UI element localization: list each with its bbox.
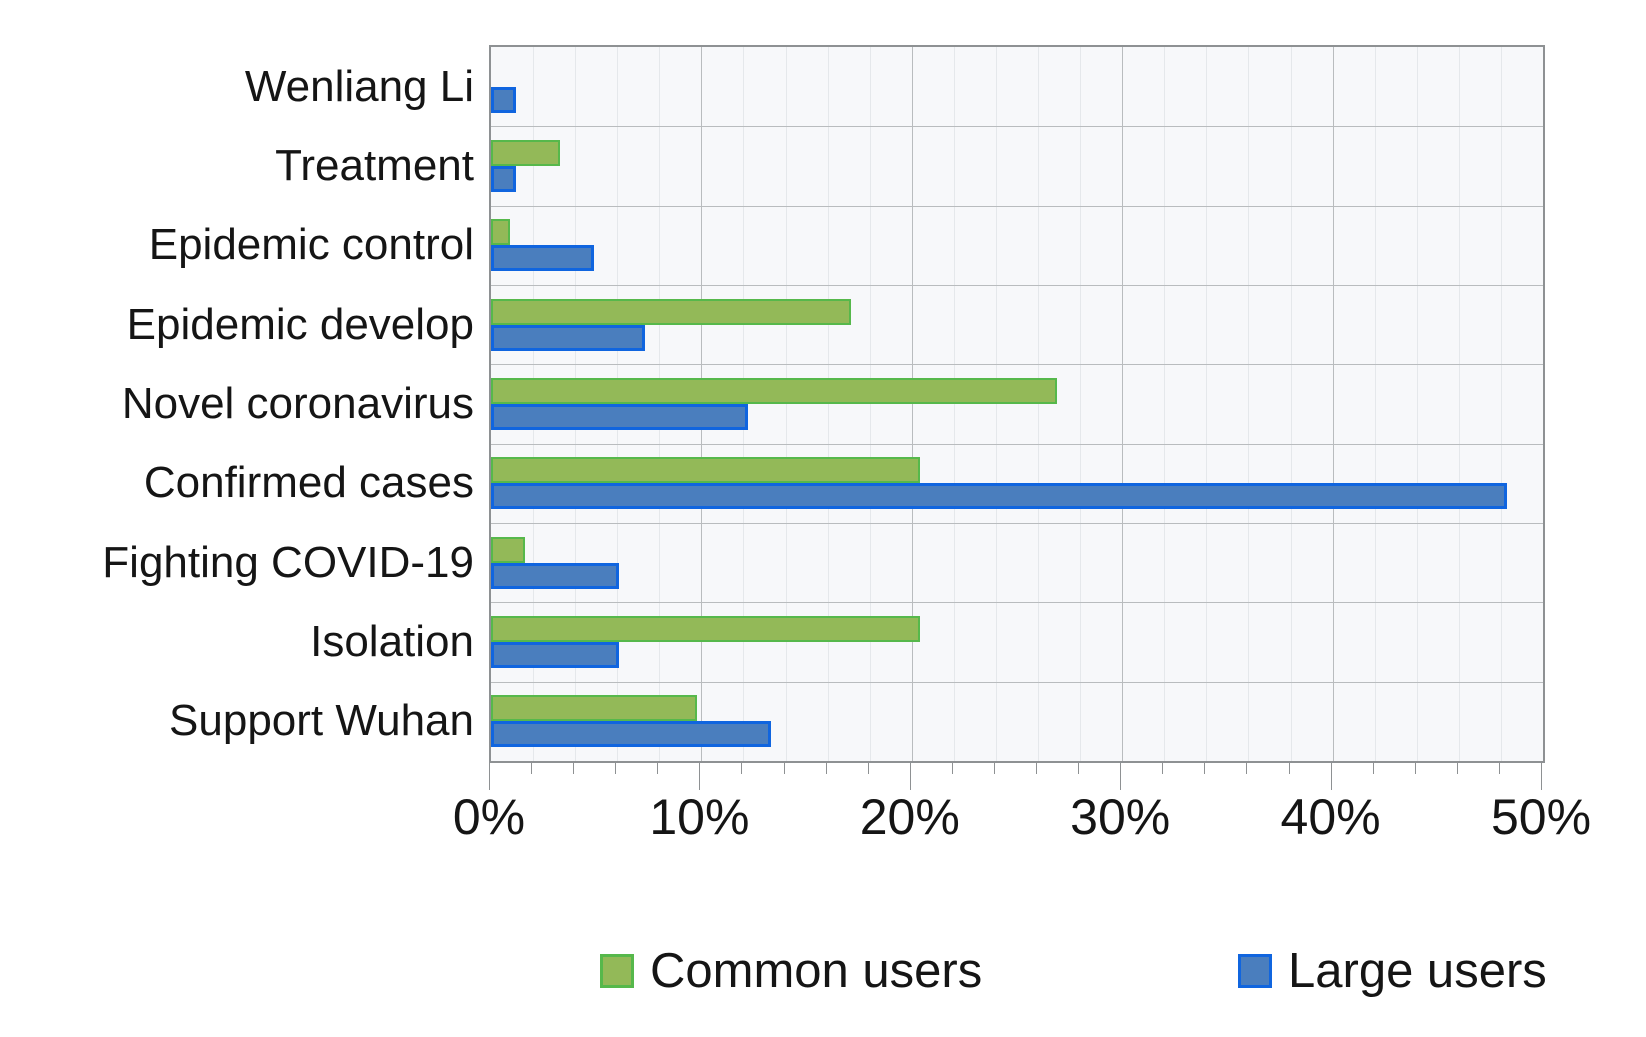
category-label: Wenliang Li	[244, 61, 474, 111]
minor-tick	[825, 763, 827, 774]
row-separator	[491, 205, 1543, 207]
major-tick	[909, 763, 911, 790]
bar-large-users-confirmed-cases	[491, 483, 1508, 510]
y-axis-labels: Wenliang Li Treatment Epidemic control Epid…	[0, 45, 474, 763]
legend-label-large-users: Large users	[1288, 944, 1547, 998]
minor-tick	[741, 763, 743, 774]
minor-tick	[1162, 763, 1164, 774]
minor-gridline	[869, 47, 871, 761]
minor-gridline	[1164, 47, 1166, 761]
minor-gridline	[1374, 47, 1376, 761]
row-separator	[491, 602, 1543, 604]
category-label: Treatment	[275, 141, 474, 190]
major-gridline	[1332, 47, 1334, 761]
bar-common-users-epidemic-control	[491, 219, 510, 246]
bar-large-users-novel-coronavirus	[491, 404, 748, 430]
bar-common-users-fighting-covid-19	[491, 536, 525, 563]
minor-gridline	[1458, 47, 1460, 761]
bar-large-users-epidemic-control	[491, 245, 595, 272]
major-tick	[1120, 763, 1122, 790]
minor-gridline	[827, 47, 829, 761]
legend: Common users Large users	[0, 936, 1646, 1016]
row-separator	[491, 681, 1543, 683]
large-users-swatch-icon	[1238, 954, 1272, 988]
x-tick-label: 50%	[1490, 789, 1592, 845]
minor-tick	[1246, 763, 1248, 774]
common-users-swatch-icon	[600, 954, 634, 988]
minor-gridline	[1038, 47, 1040, 761]
minor-gridline	[1080, 47, 1082, 761]
plot-area	[489, 45, 1545, 763]
minor-tick	[1498, 763, 1500, 774]
minor-tick	[951, 763, 953, 774]
major-gridline	[911, 47, 913, 761]
row-separator	[491, 443, 1543, 445]
major-tick	[699, 763, 701, 790]
major-tick	[1541, 763, 1542, 790]
x-axis-labels: 0% 10% 20% 30% 40% 50%	[0, 788, 1646, 858]
legend-item-large-users: Large users	[1238, 936, 1547, 1006]
bar-common-users-novel-coronavirus	[491, 378, 1057, 404]
category-label: Epidemic develop	[126, 299, 474, 349]
minor-tick	[1288, 763, 1290, 774]
bar-common-users-treatment	[491, 140, 561, 166]
legend-item-common-users: Common users	[600, 936, 982, 1006]
legend-label-common-users: Common users	[650, 944, 983, 998]
row-separator	[491, 285, 1543, 286]
minor-gridline	[1500, 47, 1502, 761]
minor-tick	[573, 763, 575, 774]
minor-tick	[993, 763, 995, 774]
bar-large-users-support-wuhan	[491, 721, 771, 748]
minor-tick	[1204, 763, 1206, 774]
category-label: Isolation	[310, 617, 474, 666]
minor-tick	[1456, 763, 1458, 774]
bar-large-users-wenliang-li	[491, 86, 517, 113]
bar-common-users-confirmed-cases	[491, 457, 921, 484]
minor-tick	[1078, 763, 1080, 774]
bar-common-users-support-wuhan	[491, 695, 698, 722]
minor-tick	[657, 763, 659, 774]
major-tick	[489, 763, 490, 790]
category-label: Novel coronavirus	[121, 379, 474, 428]
minor-tick	[783, 763, 785, 774]
minor-tick	[1372, 763, 1374, 774]
minor-gridline	[1206, 47, 1208, 761]
minor-tick	[1036, 763, 1038, 774]
minor-gridline	[953, 47, 955, 761]
row-separator	[491, 364, 1543, 366]
row-separator	[491, 126, 1543, 128]
minor-tick	[867, 763, 869, 774]
bar-common-users-epidemic-develop	[491, 298, 851, 325]
minor-gridline	[1248, 47, 1250, 761]
category-label: Support Wuhan	[169, 696, 474, 746]
minor-tick	[531, 763, 533, 774]
bar-large-users-treatment	[491, 166, 517, 192]
minor-gridline	[1290, 47, 1292, 761]
bar-large-users-epidemic-develop	[491, 324, 645, 351]
x-tick-label: 0%	[452, 789, 526, 845]
x-tick-label: 20%	[859, 789, 960, 845]
minor-gridline	[1416, 47, 1418, 761]
bar-common-users-isolation	[491, 616, 921, 642]
minor-gridline	[785, 47, 787, 761]
category-label: Fighting COVID-19	[102, 537, 474, 587]
category-label: Epidemic control	[148, 220, 474, 270]
major-gridline	[1122, 47, 1124, 761]
minor-gridline	[995, 47, 997, 761]
bar-large-users-fighting-covid-19	[491, 562, 620, 589]
x-tick-label: 30%	[1070, 789, 1171, 845]
minor-tick	[1414, 763, 1416, 774]
bar-large-users-isolation	[491, 642, 620, 668]
row-separator	[491, 523, 1543, 524]
minor-tick	[615, 763, 617, 774]
category-label: Confirmed cases	[143, 458, 474, 508]
x-tick-label: 40%	[1280, 789, 1381, 845]
x-tick-label: 10%	[649, 789, 750, 845]
major-tick	[1330, 763, 1332, 790]
